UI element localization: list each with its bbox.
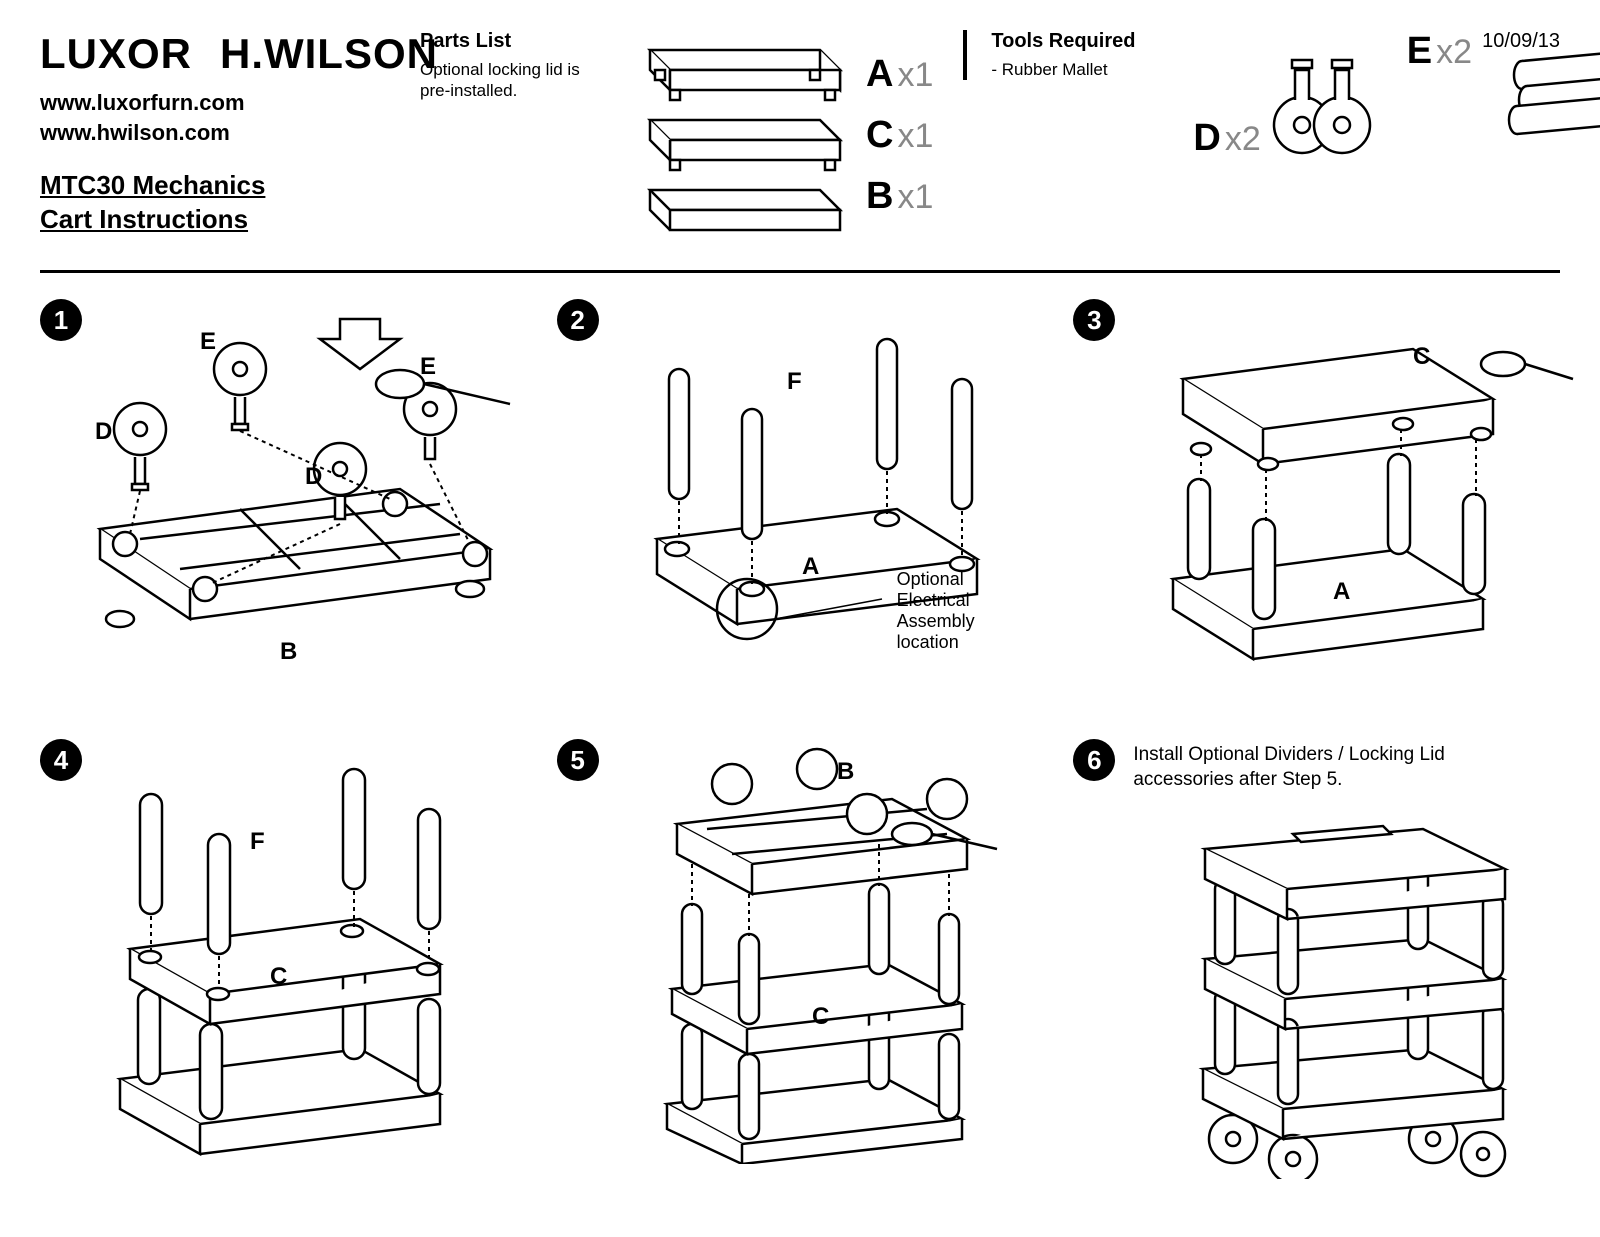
url-2: www.hwilson.com [40, 118, 380, 148]
steps-grid: 1 [40, 299, 1560, 1159]
parts-list-title: Parts List [420, 30, 590, 53]
label-c: C [1413, 343, 1430, 370]
url-list: www.luxorfurn.com www.hwilson.com [40, 88, 380, 147]
step-5: 5 [557, 739, 1044, 1159]
step-2: 2 [557, 299, 1044, 719]
tools-item: - Rubber Mallet [991, 59, 1163, 80]
label-d: D [95, 418, 112, 445]
doc-title-line1: MTC30 Mechanics [40, 169, 380, 203]
tools-title: Tools Required [991, 30, 1163, 53]
title-block: LUXOR H.WILSON www.luxorfurn.com www.hwi… [40, 30, 380, 237]
parts-and-tools: Parts List Optional locking lid is pre-i… [420, 30, 1600, 240]
part-e: Ex2 [1407, 30, 1472, 73]
part-c: Cx1 [866, 114, 933, 157]
brand-logo: LUXOR H.WILSON [40, 30, 380, 78]
step-3: 3 [1073, 299, 1560, 719]
label-a: A [802, 553, 819, 580]
label-f2: F [250, 828, 265, 855]
url-1: www.luxorfurn.com [40, 88, 380, 118]
part-a: Ax1 [866, 53, 933, 96]
document-date: 10/09/13 [1482, 30, 1560, 53]
label-b2: B [837, 758, 854, 785]
label-a2: A [1333, 578, 1350, 605]
step-6: 6 Install Optional Dividers / Locking Li… [1073, 739, 1560, 1159]
label-e: E [200, 328, 216, 355]
label-b: B [280, 638, 297, 665]
step-1: 1 [40, 299, 527, 719]
label-e2: E [420, 353, 436, 380]
label-c3: C [812, 1003, 829, 1030]
step-4-diagram: F C [60, 739, 540, 1159]
step-5-diagram: B C [617, 734, 1097, 1164]
step-1-diagram: D E D E B [40, 309, 520, 689]
step-2-caption: Optional Electrical Assembly location [897, 569, 1017, 653]
parts-shelves: Ax1 Cx1 Bx1 [620, 30, 933, 240]
casters-icon [1267, 30, 1377, 160]
logo-right: H.WILSON [220, 30, 438, 78]
part-d-col: Dx2 [1193, 30, 1376, 160]
step-5-number: 5 [557, 739, 599, 781]
label-c2: C [270, 963, 287, 990]
label-f: F [787, 368, 802, 395]
part-d: Dx2 [1193, 117, 1260, 160]
step-3-diagram: C A [1103, 309, 1583, 689]
shelves-stack-icon [620, 30, 850, 240]
parts-list-note: Optional locking lid is pre-installed. [420, 59, 590, 102]
step-4: 4 [40, 739, 527, 1159]
divider-line [40, 270, 1560, 273]
label-d2: D [305, 463, 322, 490]
logo-left: LUXOR [40, 30, 192, 78]
parts-list-col: Parts List Optional locking lid is pre-i… [420, 30, 590, 102]
doc-title-line2: Cart Instructions [40, 203, 380, 237]
part-e-col: Ex2 [1407, 30, 1472, 73]
step-6-number: 6 [1073, 739, 1115, 781]
document-title: MTC30 Mechanics Cart Instructions [40, 169, 380, 237]
header: LUXOR H.WILSON www.luxorfurn.com www.hwi… [40, 30, 1560, 240]
step-6-diagram [1143, 779, 1543, 1179]
tools-col: Tools Required - Rubber Mallet [963, 30, 1163, 80]
part-b: Bx1 [866, 175, 933, 218]
